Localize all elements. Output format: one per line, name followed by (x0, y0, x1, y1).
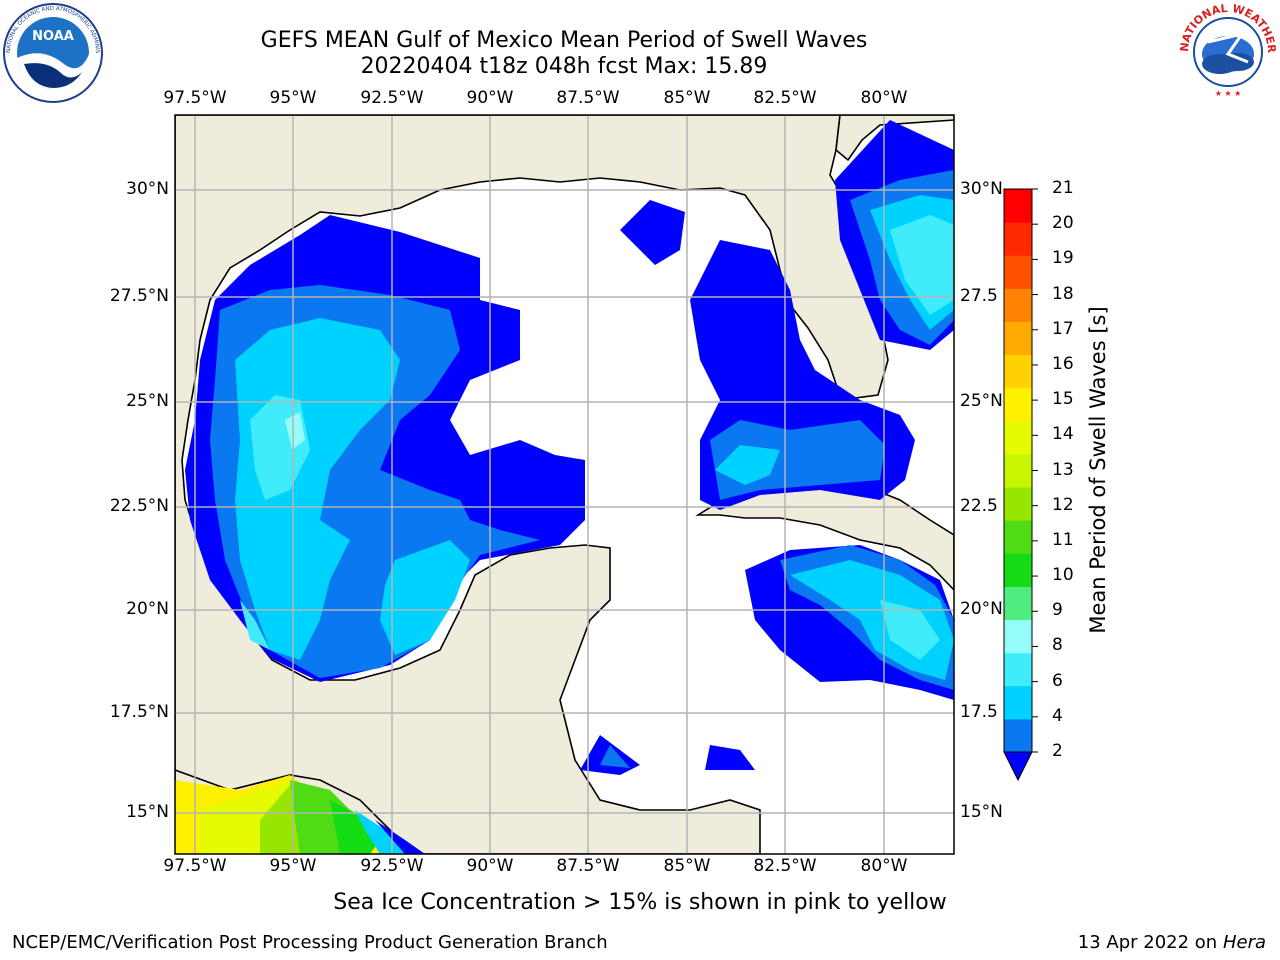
lat-label-left: 22.5°N (109, 496, 169, 516)
colorbar-tick-label: 4 (1052, 705, 1063, 726)
lon-label-bottom: 82.5°W (753, 856, 817, 876)
map-frame (174, 114, 955, 855)
colorbar (1003, 188, 1038, 782)
map-grid (175, 115, 954, 854)
lon-label-bottom: 90°W (466, 856, 514, 876)
colorbar-tick-label: 19 (1052, 248, 1074, 269)
colorbar-tick-label: 8 (1052, 635, 1063, 656)
lat-label-right: 30°N (960, 179, 1003, 199)
colorbar-swatch (1004, 288, 1032, 322)
lat-label-right: 20°N (960, 599, 1003, 619)
colorbar-swatch (1004, 553, 1032, 587)
colorbar-tick-label: 9 (1052, 600, 1063, 621)
lat-label-left: 17.5°N (109, 702, 169, 722)
colorbar-tick-label: 21 (1052, 178, 1074, 198)
lat-label-left: 27.5°N (109, 286, 169, 306)
lon-label-bottom: 85°W (663, 856, 711, 876)
colorbar-tick-label: 15 (1052, 389, 1074, 410)
colorbar-swatch (1004, 619, 1032, 654)
lat-label-right: 22.5 (960, 496, 998, 516)
chart-title: GEFS MEAN Gulf of Mexico Mean Period of … (260, 28, 868, 53)
noaa-logo-text: NOAA (32, 29, 74, 44)
colorbar-swatch (1004, 222, 1032, 256)
colorbar-swatch (1004, 255, 1032, 289)
lon-label-top: 92.5°W (360, 88, 424, 108)
colorbar-tick-label: 10 (1052, 565, 1074, 586)
colorbar-swatch (1004, 354, 1032, 389)
colorbar-swatch (1004, 321, 1032, 356)
lon-label-top: 87.5°W (556, 88, 620, 108)
lon-label-top: 97.5°W (163, 88, 227, 108)
lon-label-bottom: 95°W (269, 856, 317, 876)
noaa-logo: NOAA NATIONAL OCEANIC AND ATMOSPHERIC AD… (2, 2, 103, 103)
lat-label-right: 27.5 (960, 286, 998, 306)
lon-label-bottom: 87.5°W (556, 856, 620, 876)
footer-credit: NCEP/EMC/Verification Post Processing Pr… (12, 932, 608, 953)
lat-label-left: 15°N (126, 802, 169, 822)
swell-field-pale-cyan (285, 412, 305, 450)
lon-label-top: 90°W (466, 88, 514, 108)
lon-label-bottom: 92.5°W (360, 856, 424, 876)
colorbar-swatch (1004, 718, 1032, 753)
lon-label-bottom: 97.5°W (163, 856, 227, 876)
lat-label-right: 17.5 (960, 702, 998, 722)
sea-ice-note: Sea Ice Concentration > 15% is shown in … (333, 890, 947, 915)
colorbar-swatch (1004, 189, 1032, 223)
svg-text:★ ★ ★: ★ ★ ★ (1215, 89, 1242, 98)
colorbar-swatch (1004, 652, 1032, 687)
land-florida (835, 115, 954, 162)
colorbar-tick-label: 14 (1052, 424, 1074, 445)
lat-label-left: 30°N (126, 179, 169, 199)
lat-label-left: 25°N (126, 391, 169, 411)
lat-label-right: 15°N (960, 802, 1003, 822)
colorbar-label: Mean Period of Swell Waves [s] (1086, 306, 1110, 634)
lon-label-top: 85°W (663, 88, 711, 108)
colorbar-tick-label: 17 (1052, 318, 1074, 339)
colorbar-under-triangle (1003, 751, 1033, 782)
colorbar-swatch (1004, 487, 1032, 521)
colorbar-tick-label: 18 (1052, 283, 1074, 304)
footer-date: 13 Apr 2022 on Hera (1077, 932, 1266, 953)
chart-subtitle: 20220404 t18z 048h fcst Max: 15.89 (360, 54, 768, 79)
lon-label-top: 82.5°W (753, 88, 817, 108)
colorbar-tick-label: 11 (1052, 529, 1074, 550)
lon-label-top: 80°W (860, 88, 908, 108)
colorbar-tick-label: 13 (1052, 459, 1074, 480)
colorbar-swatch (1004, 420, 1032, 455)
colorbar-swatch (1004, 685, 1032, 720)
lat-label-right: 25°N (960, 391, 1003, 411)
swell-field-pacific (175, 775, 425, 854)
colorbar-swatch (1004, 586, 1032, 621)
nws-logo: NATIONAL WEATHER SERVICE ★ ★ ★ (1178, 2, 1278, 100)
colorbar-tick-label: 6 (1052, 670, 1063, 691)
colorbar-tick-label: 16 (1052, 353, 1074, 374)
colorbar-tick-label: 12 (1052, 494, 1074, 515)
lat-label-left: 20°N (126, 599, 169, 619)
colorbar-tick-label: 2 (1052, 741, 1063, 761)
colorbar-swatch (1004, 387, 1032, 422)
lon-label-top: 95°W (269, 88, 317, 108)
lon-label-bottom: 80°W (860, 856, 908, 876)
colorbar-swatch (1004, 520, 1032, 554)
colorbar-tick-label: 20 (1052, 213, 1074, 234)
colorbar-swatch (1004, 453, 1032, 488)
